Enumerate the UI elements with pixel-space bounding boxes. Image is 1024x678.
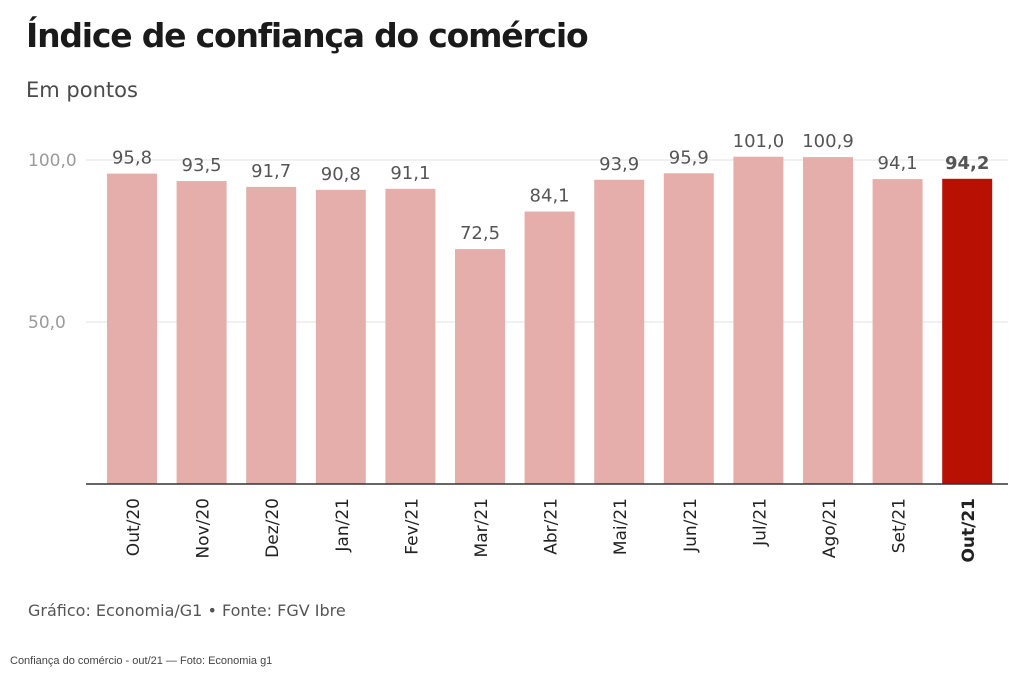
x-tick-label: Ago/21 [820, 498, 840, 558]
chart-title: Índice de confiança do comércio [26, 16, 589, 55]
bar [524, 211, 575, 485]
bar [176, 181, 227, 484]
image-caption: Confiança do comércio - out/21 — Foto: E… [10, 655, 273, 667]
bar-value-label: 84,1 [530, 186, 570, 207]
bar-value-label: 94,2 [945, 153, 989, 174]
x-tick-label: Dez/20 [263, 498, 283, 558]
chart-source: Gráfico: Economia/G1 • Fonte: FGV Ibre [28, 601, 346, 620]
x-tick-label: Jan/21 [333, 498, 353, 553]
bar-value-label: 101,0 [733, 131, 785, 152]
bar-value-label: 91,1 [390, 163, 430, 184]
bar [455, 249, 505, 484]
x-tick-label: Jul/21 [750, 498, 770, 547]
bar-chart: 50,0 100,0 95,8 Out/20 93,5 Nov/20 91,7 Dez/20 9… [28, 131, 1008, 563]
x-tick-label: Mar/21 [472, 498, 492, 557]
y-tick-label: 100,0 [28, 151, 77, 171]
bar [385, 188, 436, 484]
bar [872, 179, 923, 484]
x-tick-label: Out/20 [124, 498, 144, 556]
bar [942, 178, 993, 485]
bar-value-label: 93,5 [182, 155, 222, 176]
bar [246, 186, 297, 484]
bar [803, 157, 853, 485]
x-tick-label: Fev/21 [402, 498, 422, 555]
bar [315, 189, 366, 485]
y-tick-label: 50,0 [28, 313, 66, 333]
x-tick-label: Out/21 [959, 498, 979, 563]
x-tick-label: Jun/21 [681, 498, 701, 553]
bar-value-label: 94,1 [878, 153, 918, 174]
chart-card: Índice de confiança do comércio Em ponto… [26, 16, 1008, 620]
bar-value-label: 90,8 [321, 164, 361, 185]
x-tick-label: Nov/20 [194, 498, 214, 559]
bar-value-label: 95,9 [669, 147, 709, 168]
x-tick-label: Abr/21 [542, 498, 562, 555]
x-tick-label: Set/21 [890, 498, 910, 553]
bar-value-label: 93,9 [599, 154, 639, 175]
bar-value-label: 95,8 [112, 148, 152, 169]
chart-subtitle: Em pontos [26, 78, 138, 102]
bar [107, 173, 157, 484]
bar [733, 156, 784, 484]
bar-value-label: 91,7 [251, 161, 291, 182]
bar [594, 179, 645, 485]
bar-value-label: 100,9 [802, 131, 854, 152]
bar [663, 173, 714, 484]
x-tick-label: Mai/21 [611, 498, 631, 555]
bar-value-label: 72,5 [460, 223, 500, 244]
